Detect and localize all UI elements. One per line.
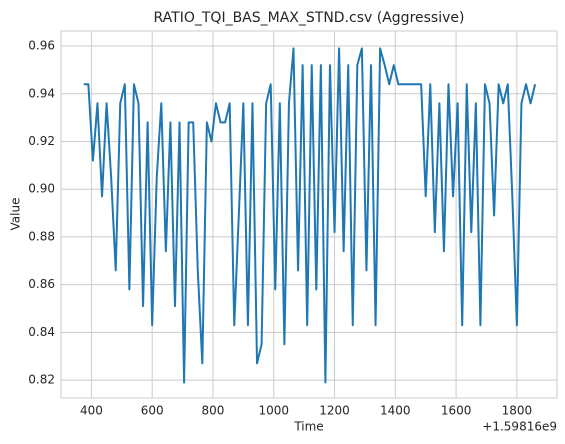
x-tick-label: 1000 <box>258 404 289 418</box>
y-tick-label: 0.92 <box>28 134 55 148</box>
chart-title: RATIO_TQI_BAS_MAX_STND.csv (Aggressive) <box>154 10 465 26</box>
y-tick-label: 0.82 <box>28 373 55 387</box>
y-tick-label: 0.86 <box>28 277 55 291</box>
x-tick-label: 1400 <box>380 404 411 418</box>
x-offset: +1.59816e9 <box>482 420 557 434</box>
x-tick-label: 400 <box>80 404 103 418</box>
x-tick-label: 600 <box>141 404 164 418</box>
y-tick-label: 0.88 <box>28 229 55 243</box>
y-tick-label: 0.94 <box>28 86 55 100</box>
x-axis-label: Time <box>293 420 323 434</box>
line-series <box>83 47 537 384</box>
x-tick-label: 1200 <box>319 404 350 418</box>
y-tick-label: 0.90 <box>28 182 55 196</box>
y-tick-label: 0.96 <box>28 39 55 53</box>
x-tick-label: 1800 <box>502 404 533 418</box>
x-tick-label: 800 <box>202 404 225 418</box>
y-axis-label: Value <box>9 198 23 231</box>
y-tick-label: 0.84 <box>28 325 55 339</box>
plot-frame <box>60 30 558 399</box>
x-tick-label: 1600 <box>441 404 472 418</box>
